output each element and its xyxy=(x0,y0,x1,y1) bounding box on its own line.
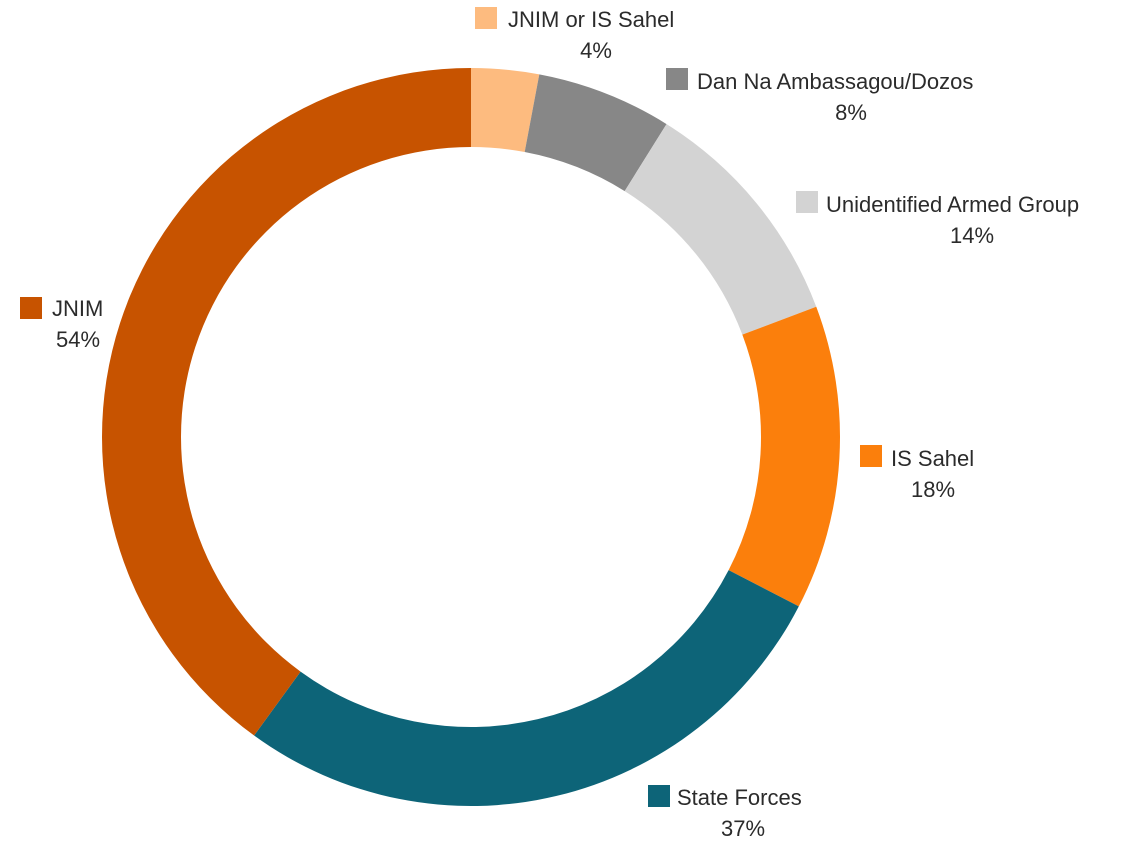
slice-labels: JNIM or IS Sahel 4% Dan Na Ambassagou/Dozo… xyxy=(20,7,1079,841)
slice-label-unidentified-armed-group: Unidentified Armed Group xyxy=(826,192,1079,217)
legend-swatch-dan-na-ambassagou-dozos xyxy=(666,68,688,90)
slice-label-is-sahel: IS Sahel xyxy=(891,446,974,471)
slice-value-unidentified-armed-group: 14% xyxy=(950,223,994,248)
slice-value-jnim: 54% xyxy=(56,327,100,352)
slice-label-dan-na-ambassagou-dozos: Dan Na Ambassagou/Dozos xyxy=(697,69,973,94)
legend-swatch-state-forces xyxy=(648,785,670,807)
slice-is-sahel xyxy=(728,306,840,607)
slice-value-state-forces: 37% xyxy=(721,816,765,841)
slice-label-jnim: JNIM xyxy=(52,296,103,321)
slice-unidentified-armed-group xyxy=(624,124,817,335)
donut-slices xyxy=(101,68,840,807)
slice-label-jnim-or-is-sahel: JNIM or IS Sahel xyxy=(508,7,674,32)
slice-dan-na-ambassagou-dozos xyxy=(524,74,667,192)
slice-value-dan-na-ambassagou-dozos: 8% xyxy=(835,100,867,125)
slice-label-state-forces: State Forces xyxy=(677,785,802,810)
legend-swatch-jnim-or-is-sahel xyxy=(475,7,497,29)
slice-value-jnim-or-is-sahel: 4% xyxy=(580,38,612,63)
legend-swatch-unidentified-armed-group xyxy=(796,191,818,213)
slice-value-is-sahel: 18% xyxy=(911,477,955,502)
slice-state-forces xyxy=(254,570,799,807)
slice-jnim-or-is-sahel xyxy=(471,68,540,153)
slice-jnim xyxy=(101,68,471,736)
legend-swatch-is-sahel xyxy=(860,445,882,467)
legend-swatch-jnim xyxy=(20,297,42,319)
